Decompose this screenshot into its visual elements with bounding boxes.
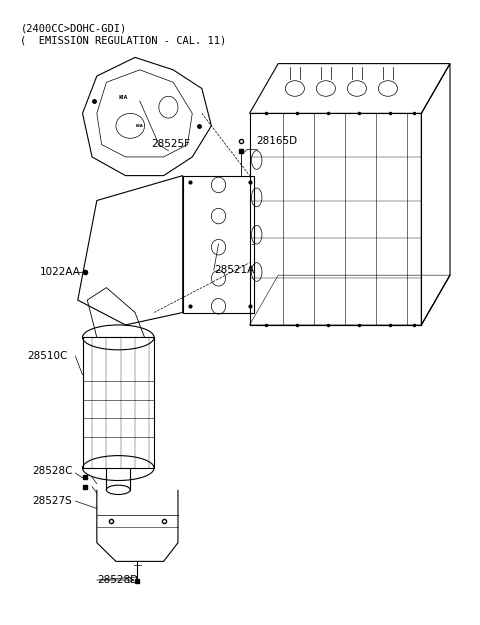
Text: KIA: KIA	[119, 96, 128, 101]
Text: 28510C: 28510C	[28, 351, 68, 361]
Text: 28528D: 28528D	[97, 575, 138, 585]
Text: 1022AA: 1022AA	[39, 267, 81, 277]
Text: 28528C: 28528C	[33, 466, 73, 476]
Text: (  EMISSION REGULATION - CAL. 11): ( EMISSION REGULATION - CAL. 11)	[21, 36, 227, 46]
Text: 28527S: 28527S	[33, 496, 72, 506]
Text: 28521A: 28521A	[214, 265, 254, 275]
Text: 28165D: 28165D	[257, 136, 298, 146]
Text: (2400CC>DOHC-GDI): (2400CC>DOHC-GDI)	[21, 23, 127, 33]
Text: 28525F: 28525F	[152, 139, 191, 149]
Text: KIA: KIA	[136, 124, 144, 128]
